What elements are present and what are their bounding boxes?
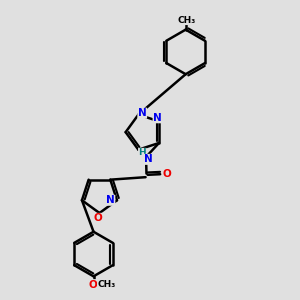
Text: O: O <box>163 169 171 179</box>
Text: N: N <box>153 113 162 123</box>
Text: O: O <box>94 213 102 224</box>
Text: H: H <box>139 148 146 157</box>
Text: O: O <box>88 280 97 290</box>
Text: CH₃: CH₃ <box>98 280 116 289</box>
Text: CH₃: CH₃ <box>177 16 195 25</box>
Text: N: N <box>138 108 147 118</box>
Text: N: N <box>144 154 152 164</box>
Text: N: N <box>106 195 115 205</box>
